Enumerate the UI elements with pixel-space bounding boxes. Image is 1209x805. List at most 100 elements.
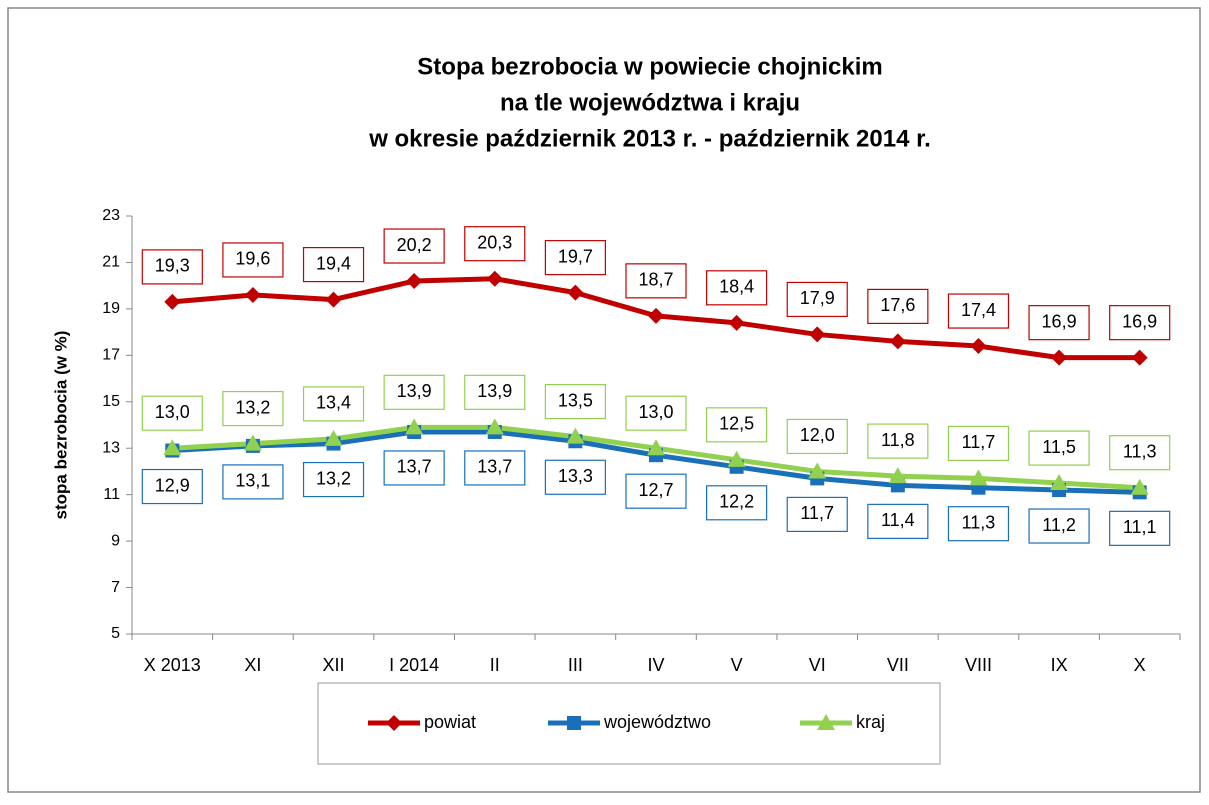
data-label: 12,2 (719, 492, 754, 512)
data-label: 11,5 (1042, 437, 1076, 457)
label-box (464, 226, 526, 262)
label-box (867, 503, 929, 539)
marker (406, 273, 423, 290)
data-label: 17,9 (800, 288, 835, 308)
x-tick-label: III (568, 655, 583, 675)
label-box (141, 249, 203, 285)
marker (647, 439, 665, 456)
data-label: 12,9 (155, 475, 190, 495)
data-label: 11,8 (881, 430, 915, 450)
data-label: 11,3 (1123, 441, 1157, 461)
marker (405, 418, 424, 435)
marker (648, 307, 664, 324)
x-tick-label: XII (323, 655, 345, 675)
chart-title: Stopa bezrobocia w powiecie chojnickim (417, 53, 882, 80)
data-label: 13,3 (558, 466, 593, 486)
y-tick-label: 23 (102, 207, 120, 224)
data-label: 16,9 (1042, 311, 1077, 331)
data-label: 13,9 (477, 381, 512, 401)
marker (566, 427, 585, 444)
data-label: 17,6 (880, 295, 915, 315)
data-label: 19,7 (558, 246, 593, 266)
marker (809, 326, 826, 343)
marker (386, 715, 402, 731)
label-box (464, 374, 526, 410)
marker (243, 434, 262, 451)
data-label: 19,6 (235, 249, 270, 269)
marker (1130, 478, 1149, 495)
data-label: 11,7 (800, 503, 834, 523)
label-box (947, 506, 1010, 542)
marker (808, 462, 827, 479)
label-box (302, 247, 365, 283)
data-label: 12,5 (719, 414, 754, 434)
chart-title: w okresie październik 2013 r. - paździer… (368, 125, 931, 152)
y-tick-label: 19 (102, 300, 120, 317)
y-tick-label: 17 (102, 347, 120, 364)
label-box (625, 473, 687, 509)
data-label: 13,4 (316, 393, 351, 413)
marker (728, 314, 745, 331)
label-box (222, 390, 284, 427)
label-box (1028, 508, 1090, 544)
marker (244, 286, 261, 303)
x-tick-label: X 2013 (144, 655, 201, 675)
label-box (625, 263, 687, 299)
label-box (141, 395, 203, 431)
data-label: 13,2 (235, 397, 270, 417)
y-axis-label: stopa bezrobocia (w %) (51, 331, 70, 520)
legend-label: powiat (424, 712, 476, 732)
data-label: 11,1 (1123, 517, 1157, 537)
marker (889, 333, 906, 350)
data-label: 13,5 (558, 390, 593, 410)
x-tick-label: II (490, 655, 500, 675)
y-tick-label: 15 (102, 393, 120, 410)
label-box (544, 384, 606, 420)
marker (970, 338, 987, 355)
marker (164, 293, 181, 310)
data-label: 16,9 (1122, 311, 1157, 331)
marker (888, 467, 907, 484)
x-tick-label: XI (244, 655, 261, 675)
y-tick-label: 5 (111, 625, 120, 642)
marker (325, 291, 342, 308)
label-box (947, 425, 1010, 462)
label-box (1028, 430, 1090, 466)
label-box (222, 242, 284, 278)
x-tick-label: VII (887, 655, 909, 675)
data-label: 18,4 (719, 277, 754, 297)
x-tick-label: IX (1051, 655, 1068, 675)
y-tick-label: 21 (102, 254, 120, 271)
legend-label: województwo (603, 712, 711, 732)
data-label: 13,2 (316, 468, 351, 488)
label-box (786, 418, 848, 455)
marker (486, 270, 503, 287)
data-label: 13,1 (235, 471, 270, 491)
marker (485, 418, 504, 435)
marker (1050, 474, 1069, 491)
data-label: 13,7 (477, 457, 512, 477)
data-label: 18,7 (638, 270, 673, 290)
label-box (1109, 510, 1171, 546)
x-tick-label: X (1134, 655, 1146, 675)
marker (324, 429, 343, 446)
label-box (947, 293, 1010, 329)
marker (567, 716, 581, 730)
data-label: 20,2 (397, 235, 432, 255)
data-label: 11,4 (881, 510, 915, 530)
label-box (544, 240, 606, 276)
label-box (867, 288, 929, 324)
label-box (786, 281, 848, 318)
data-label: 11,7 (962, 432, 996, 452)
data-label: 13,9 (397, 381, 432, 401)
marker (567, 284, 584, 301)
label-box (383, 450, 445, 486)
y-tick-label: 11 (103, 486, 120, 503)
x-tick-label: IV (647, 655, 664, 675)
label-box (302, 461, 365, 498)
data-label: 13,7 (397, 457, 432, 477)
label-box (786, 496, 848, 533)
label-box (383, 228, 445, 264)
label-box (625, 395, 687, 431)
